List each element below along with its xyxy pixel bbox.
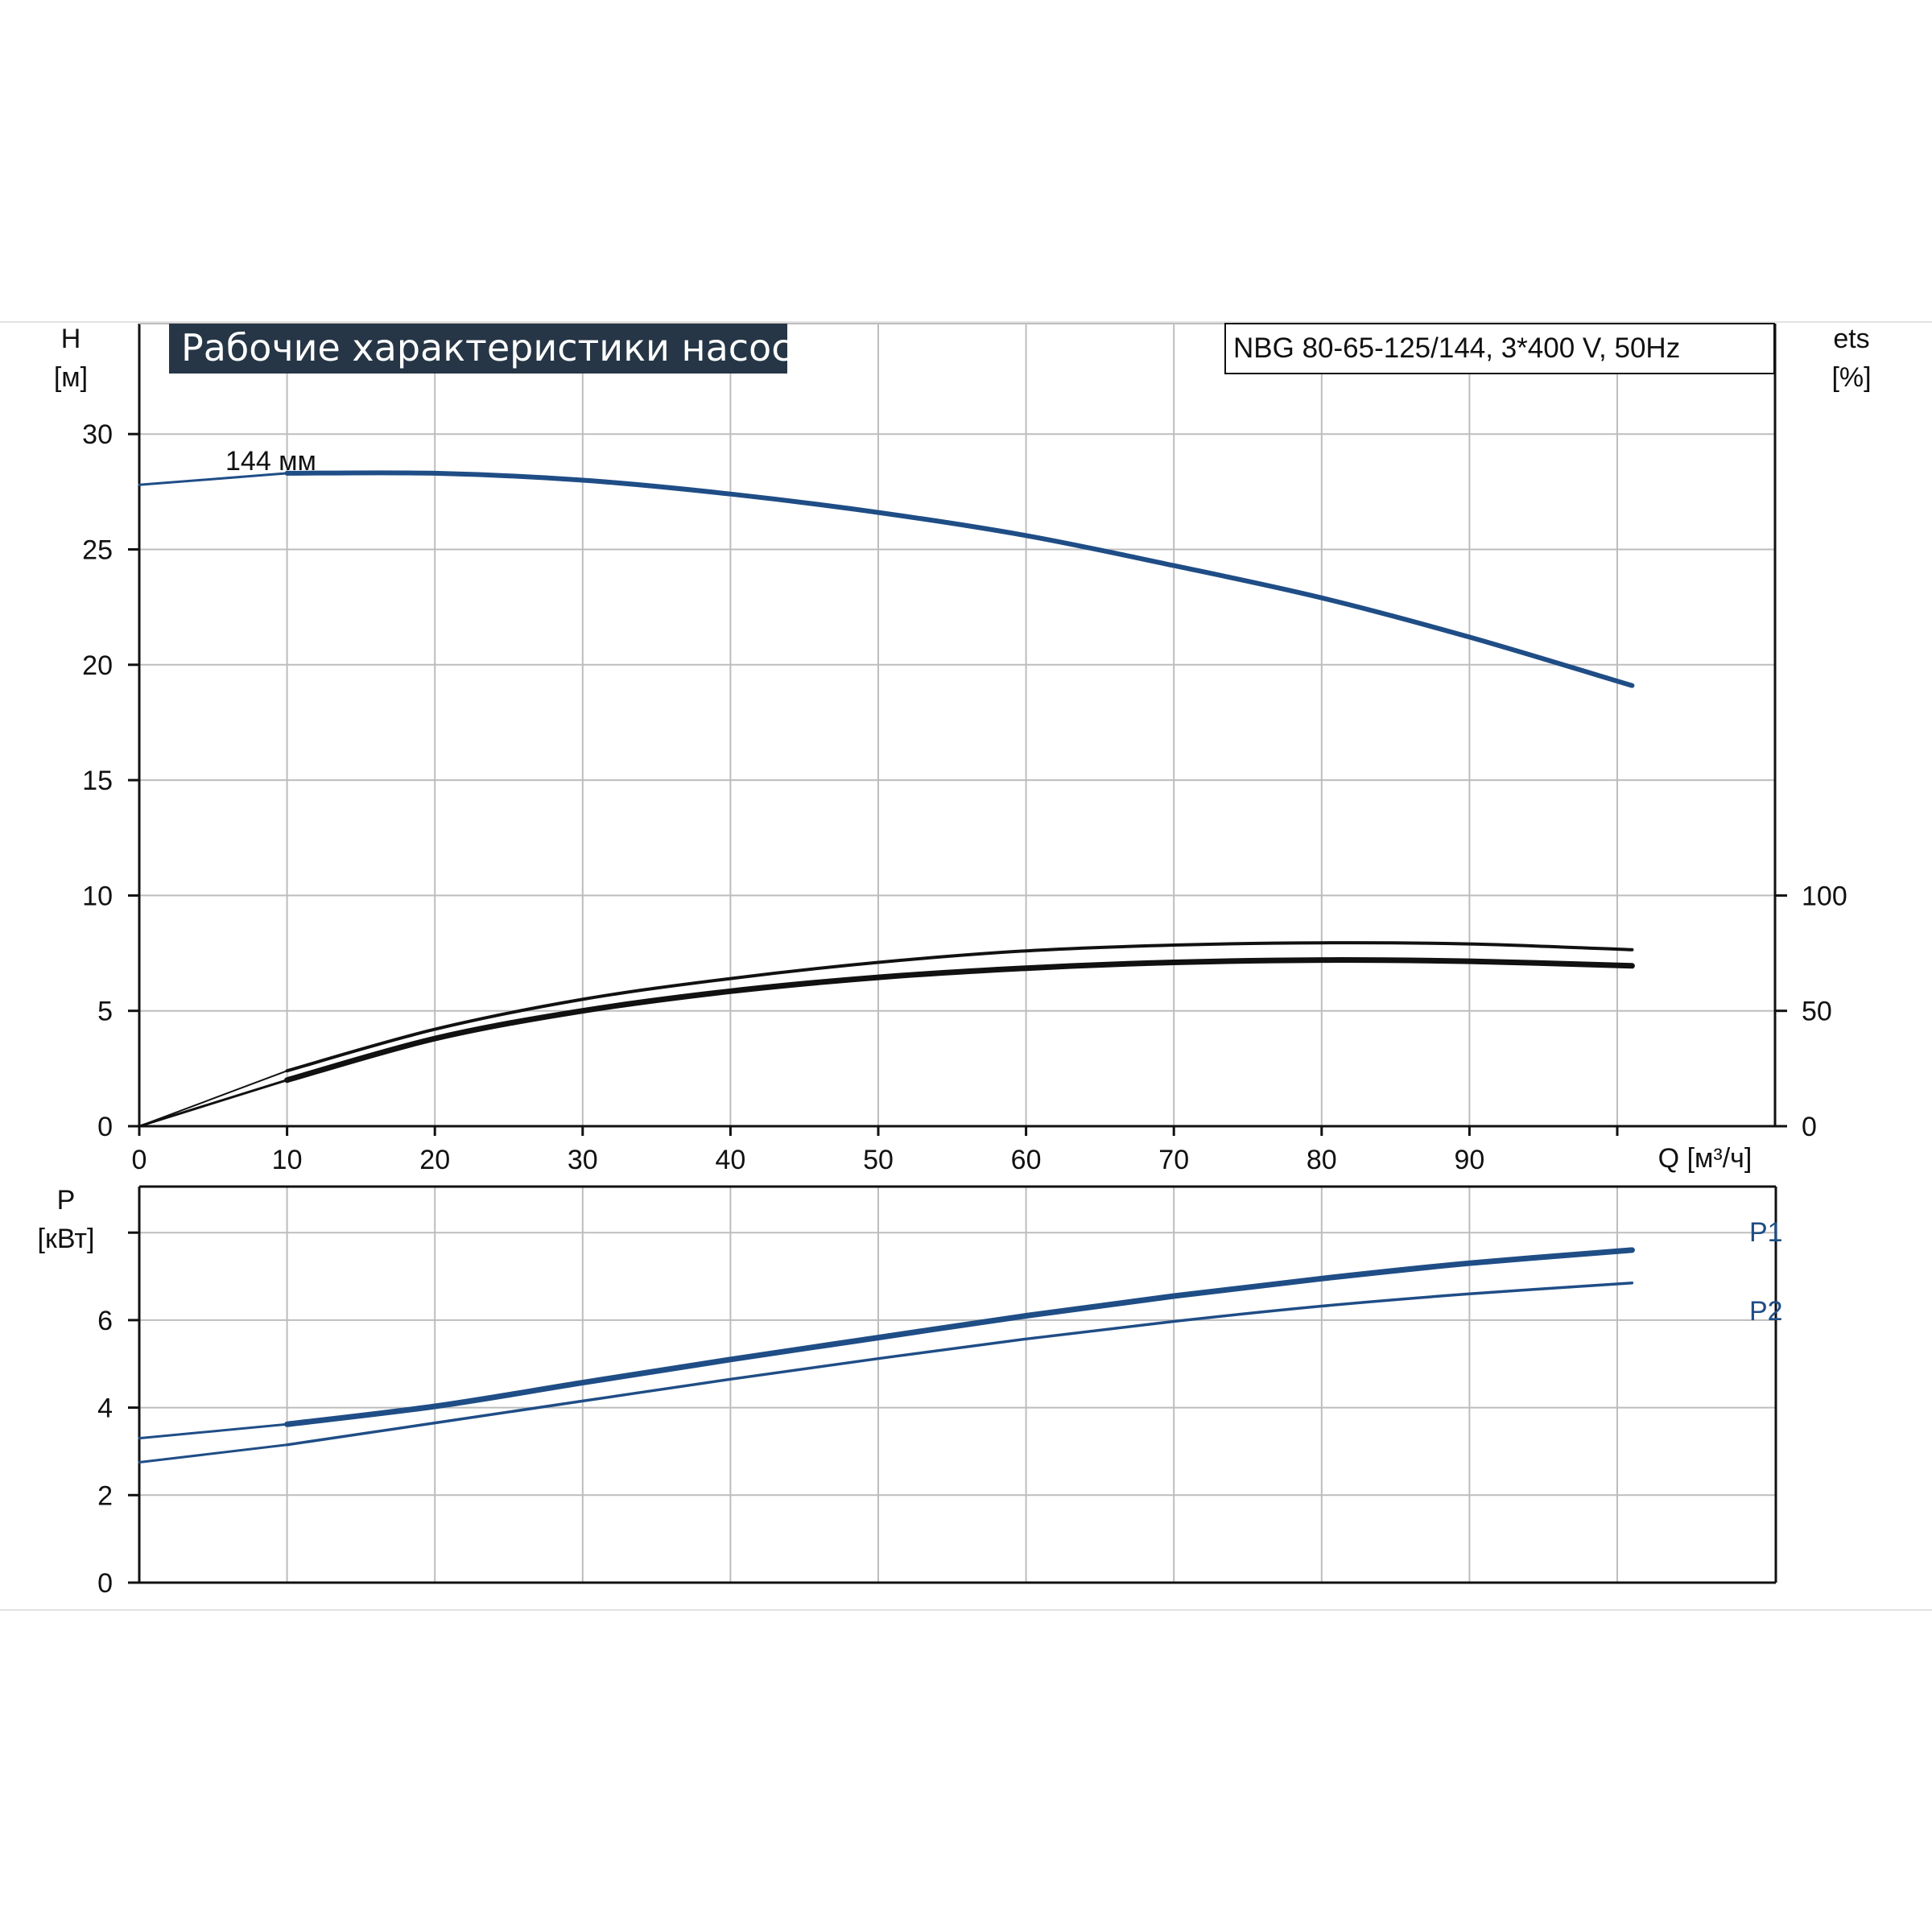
y-tick-label-25: 25 xyxy=(82,535,113,566)
bottom-gridlines xyxy=(139,1187,1776,1583)
p-tick-label-4: 4 xyxy=(97,1393,113,1424)
y2-axis-unit-percent: [%] xyxy=(1831,362,1871,393)
top-tick-labels: 0 5 10 15 20 25 30 0 50 100 0 10 20 30 40 50 60 70 80 90 xyxy=(82,419,1847,1175)
p2-power-curve xyxy=(285,1281,1634,1447)
title-banner xyxy=(169,324,787,374)
head-curve-extrapolated xyxy=(138,472,289,486)
y-tick-label-10: 10 xyxy=(82,881,113,911)
p-tick-label-6: 6 xyxy=(97,1306,113,1336)
p-axis-unit: [кВт] xyxy=(38,1224,95,1254)
p-tick-label-2: 2 xyxy=(97,1480,113,1511)
model-box xyxy=(1224,323,1775,374)
efficiency-curve-thick xyxy=(284,957,1635,1084)
y-tick-label-5: 5 xyxy=(97,997,113,1027)
p2-power-curve-extrapolated xyxy=(138,1443,289,1463)
p1-power-curve xyxy=(284,1247,1635,1427)
y2-tick-label-50: 50 xyxy=(1802,997,1832,1027)
y-tick-label-30: 30 xyxy=(82,419,113,450)
x-axis-label-q: Q [м³/ч] xyxy=(1658,1143,1752,1174)
efficiency-curve-thin-extrapolated xyxy=(138,1070,288,1127)
x-tick-label-30: 30 xyxy=(568,1145,598,1175)
y-tick-label-15: 15 xyxy=(82,766,113,796)
x-tick-label-90: 90 xyxy=(1454,1145,1484,1175)
y2-axis-label-eta: ets xyxy=(1833,324,1869,354)
y-axis-label-h: H xyxy=(61,324,81,354)
x-tick-label-50: 50 xyxy=(863,1145,894,1175)
x-tick-label-80: 80 xyxy=(1307,1145,1337,1175)
p-axis-label: P xyxy=(57,1185,76,1216)
top-plot-frame xyxy=(138,323,1777,1128)
p1-series-label: P1 xyxy=(1749,1217,1783,1248)
head-curve xyxy=(284,470,1635,688)
bottom-tick-labels: 0 2 4 6 xyxy=(97,1231,139,1599)
p-tick-label-0: 0 xyxy=(97,1568,113,1599)
y2-tick-label-100: 100 xyxy=(1802,881,1847,911)
x-tick-label-70: 70 xyxy=(1158,1145,1189,1175)
x-tick-label-0: 0 xyxy=(132,1145,147,1175)
x-tick-label-40: 40 xyxy=(715,1145,745,1175)
y2-tick-label-0: 0 xyxy=(1802,1112,1817,1142)
p1-power-curve-extrapolated xyxy=(138,1422,289,1440)
bottom-series-group xyxy=(138,1247,1635,1463)
efficiency-curve-thick-extrapolated xyxy=(138,1079,289,1128)
p2-series-label: P2 xyxy=(1749,1296,1783,1327)
impeller-diameter-label: 144 мм xyxy=(225,446,316,477)
top-gridlines xyxy=(139,324,1775,1126)
top-series-group xyxy=(138,470,1635,1128)
model-label: NBG 80-65-125/144, 3*400 V, 50Hz xyxy=(1233,332,1680,364)
efficiency-curve-thin xyxy=(285,941,1634,1073)
x-tick-label-10: 10 xyxy=(272,1145,303,1175)
x-tick-label-20: 20 xyxy=(419,1145,450,1175)
x-tick-label-60: 60 xyxy=(1011,1145,1042,1175)
y-tick-label-0: 0 xyxy=(97,1112,113,1142)
chart-title: Рабочие характеристики насоса xyxy=(181,326,815,369)
y-axis-unit-m: [м] xyxy=(54,362,88,393)
y-tick-label-20: 20 xyxy=(82,650,113,681)
bottom-plot-frame xyxy=(138,1185,1777,1584)
